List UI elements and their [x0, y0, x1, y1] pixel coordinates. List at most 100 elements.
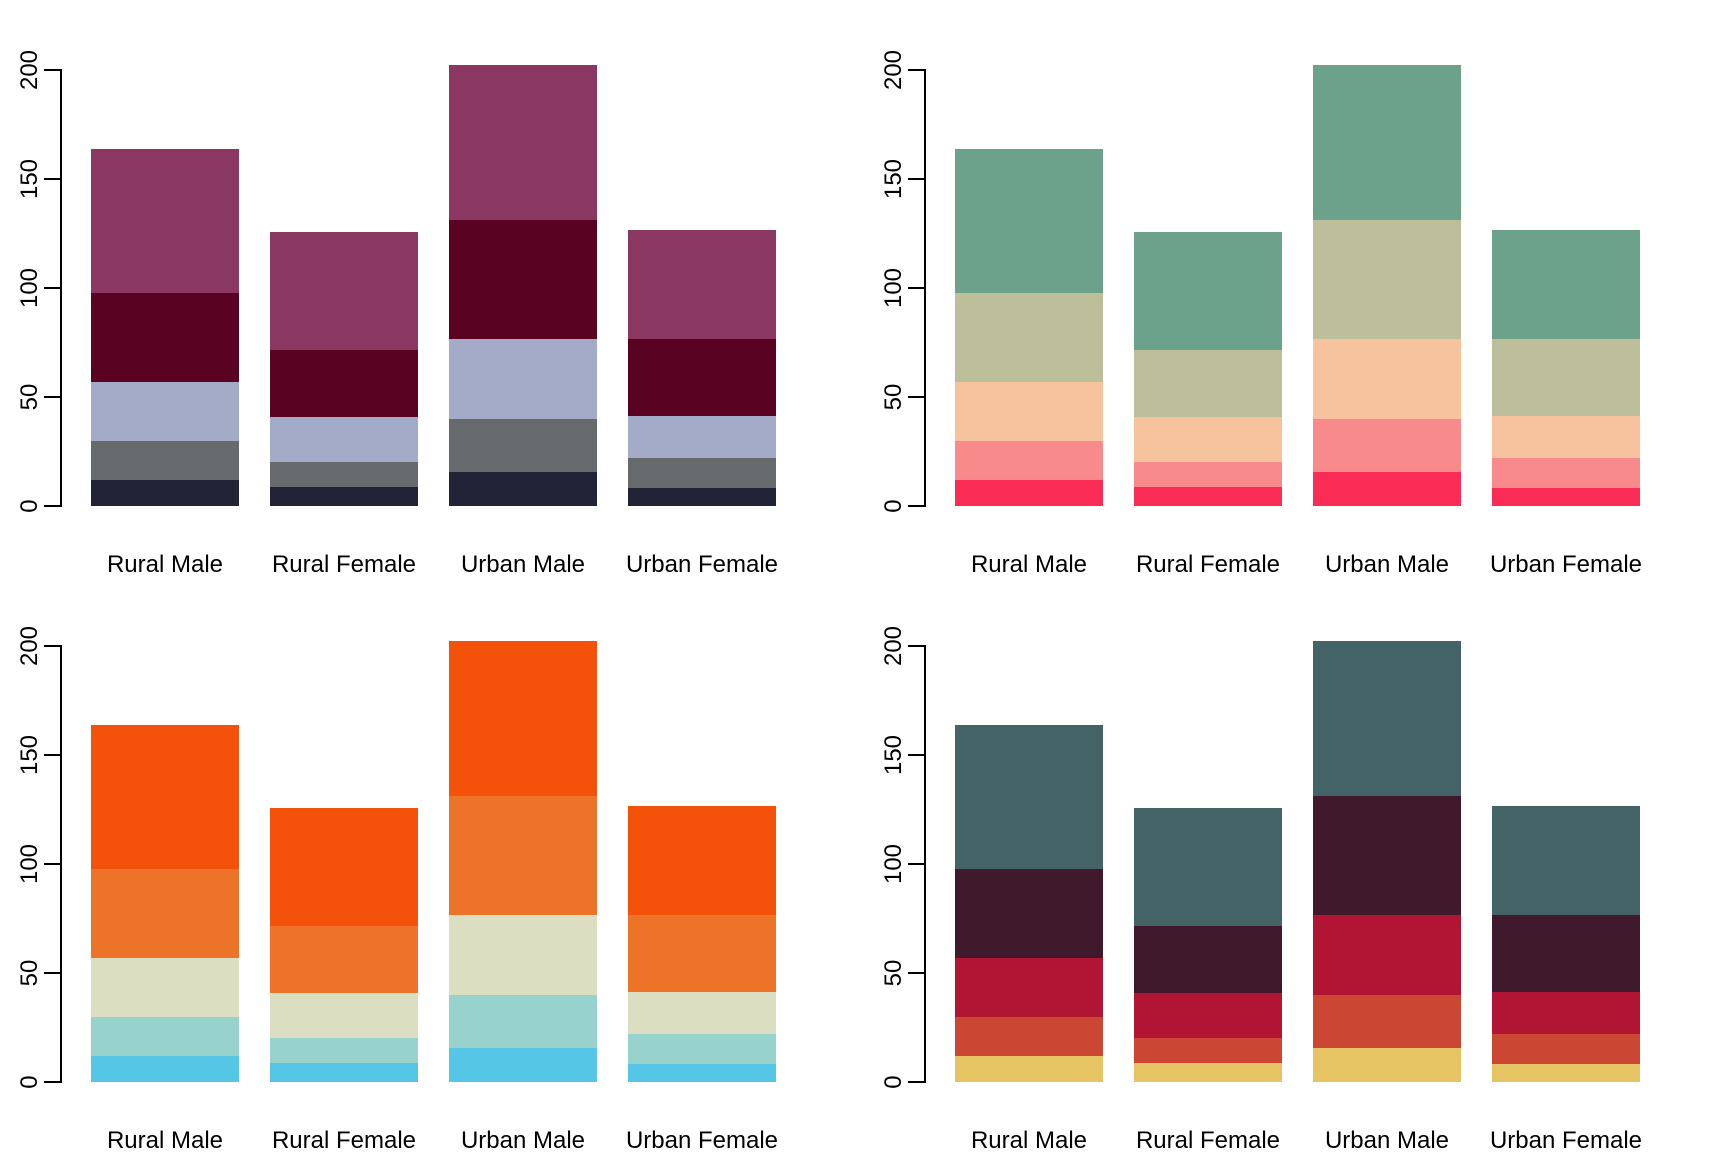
bar-segment-rural-female-2: [1134, 1038, 1282, 1063]
bar-segment-urban-male-5: [1313, 641, 1461, 796]
y-axis-line: [60, 645, 62, 1083]
y-axis-tick-label: 50: [880, 383, 907, 411]
y-axis-tick: [44, 69, 60, 71]
x-axis-category-label: Rural Female: [1135, 1127, 1281, 1152]
bar-segment-rural-male-2: [91, 1017, 239, 1056]
y-axis-tick: [908, 1081, 924, 1083]
bar-segment-urban-female-2: [628, 458, 776, 488]
bar-segment-urban-male-5: [449, 641, 597, 796]
y-axis-tick: [44, 287, 60, 289]
bar-segment-urban-male-3: [1313, 915, 1461, 995]
x-axis-category-label: Rural Female: [271, 1127, 417, 1152]
bar-segment-urban-male-2: [449, 419, 597, 472]
y-axis-tick: [44, 505, 60, 507]
y-axis-tick-label: 50: [880, 959, 907, 987]
y-axis-tick: [44, 1081, 60, 1083]
bar-segment-urban-female-5: [1492, 230, 1640, 339]
bar-segment-urban-male-5: [1313, 65, 1461, 220]
bar-segment-urban-female-1: [628, 1064, 776, 1082]
y-axis-line: [60, 69, 62, 507]
bar-segment-rural-female-1: [270, 487, 418, 506]
y-axis-tick: [908, 754, 924, 756]
bar-segment-rural-male-1: [91, 1056, 239, 1082]
y-axis-tick-label: 0: [880, 1075, 907, 1089]
bar-segment-rural-female-3: [1134, 417, 1282, 462]
y-axis-tick: [44, 645, 60, 647]
x-axis-category-label: Urban Female: [1489, 551, 1643, 578]
y-axis-tick: [44, 863, 60, 865]
bar-segment-urban-male-3: [1313, 339, 1461, 419]
bar-segment-rural-male-3: [91, 382, 239, 441]
bar-segment-rural-male-1: [955, 1056, 1103, 1082]
y-axis-tick: [44, 754, 60, 756]
bar-segment-urban-female-1: [628, 488, 776, 506]
y-axis-tick-label: 50: [16, 959, 43, 987]
y-axis-tick-label: 200: [880, 49, 907, 91]
bar-segment-urban-male-1: [1313, 472, 1461, 506]
bar-segment-rural-female-4: [270, 926, 418, 993]
y-axis-tick-label: 100: [16, 843, 43, 885]
bar-segment-rural-female-1: [270, 1063, 418, 1082]
y-axis-tick: [908, 287, 924, 289]
panel-bottom-left: 0 50 100 150 200 Rural Male Rural Female Urban …: [0, 576, 864, 1152]
bar-segment-rural-female-2: [270, 1038, 418, 1063]
bar-segment-rural-male-5: [91, 149, 239, 293]
x-axis-category-label: Rural Female: [271, 551, 417, 578]
bar-segment-rural-female-3: [270, 993, 418, 1038]
bar-segment-rural-male-4: [955, 869, 1103, 958]
y-axis-tick: [44, 972, 60, 974]
bar-segment-rural-male-2: [955, 441, 1103, 480]
y-axis-tick: [44, 178, 60, 180]
bar-segment-urban-female-5: [1492, 806, 1640, 915]
y-axis-tick: [908, 972, 924, 974]
y-axis-tick: [908, 863, 924, 865]
bar-segment-rural-female-1: [1134, 1063, 1282, 1082]
y-axis-line: [924, 69, 926, 507]
bar-segment-rural-male-4: [955, 293, 1103, 382]
bar-segment-rural-female-4: [1134, 350, 1282, 417]
x-axis-category-label: Urban Male: [1324, 1127, 1450, 1152]
bar-segment-rural-male-4: [91, 869, 239, 958]
y-axis-tick: [908, 69, 924, 71]
bar-segment-urban-female-4: [628, 339, 776, 416]
y-axis-tick: [908, 505, 924, 507]
bar-segment-urban-male-2: [1313, 995, 1461, 1048]
y-axis-tick-label: 200: [880, 625, 907, 667]
panel-top-left: 0 50 100 150 200 Rural Male Rural Female Urban …: [0, 0, 864, 578]
bar-segment-urban-female-3: [628, 992, 776, 1034]
bar-segment-rural-female-2: [270, 462, 418, 487]
x-axis-category-label: Urban Male: [1324, 551, 1450, 578]
bar-segment-urban-female-3: [1492, 416, 1640, 458]
bar-segment-rural-female-5: [1134, 808, 1282, 926]
y-axis-tick-label: 100: [16, 267, 43, 309]
bar-segment-urban-female-2: [1492, 1034, 1640, 1064]
x-axis-category-label: Urban Male: [460, 551, 586, 578]
y-axis-tick-label: 50: [16, 383, 43, 411]
bar-segment-rural-male-4: [91, 293, 239, 382]
x-axis-category-label: Rural Male: [970, 1127, 1088, 1152]
x-axis-category-label: Rural Male: [106, 551, 224, 578]
bar-segment-urban-male-1: [449, 472, 597, 506]
x-axis-category-label: Urban Female: [625, 1127, 779, 1152]
bar-segment-rural-male-5: [955, 149, 1103, 293]
bar-segment-urban-male-4: [1313, 220, 1461, 339]
bar-segment-urban-female-1: [1492, 488, 1640, 506]
x-axis-category-label: Rural Female: [1135, 551, 1281, 578]
y-axis-tick-label: 0: [880, 499, 907, 513]
x-axis-category-label: Urban Female: [625, 551, 779, 578]
bar-segment-rural-male-3: [91, 958, 239, 1017]
bar-segment-urban-male-4: [449, 220, 597, 339]
bar-segment-urban-female-1: [1492, 1064, 1640, 1082]
bar-segment-rural-male-2: [955, 1017, 1103, 1056]
y-axis-tick: [908, 178, 924, 180]
y-axis-tick-label: 150: [880, 734, 907, 776]
bar-segment-urban-female-4: [1492, 339, 1640, 416]
bar-segment-rural-female-2: [1134, 462, 1282, 487]
bar-segment-urban-male-3: [449, 339, 597, 419]
bar-segment-urban-female-4: [1492, 915, 1640, 992]
bar-segment-rural-male-1: [91, 480, 239, 506]
bar-segment-urban-female-5: [628, 230, 776, 339]
bar-segment-urban-male-4: [1313, 796, 1461, 915]
y-axis-tick: [908, 396, 924, 398]
